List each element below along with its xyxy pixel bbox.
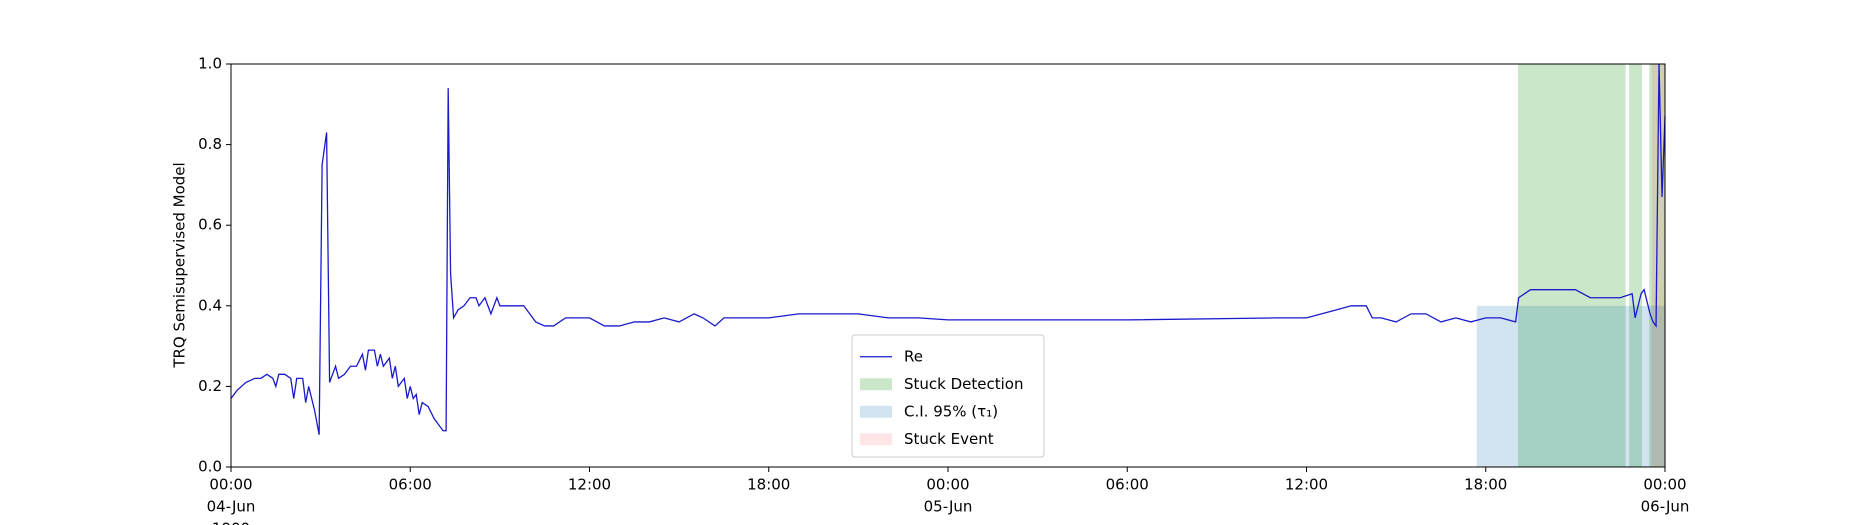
x-tick-label: 00:00 <box>1643 476 1686 494</box>
y-tick-label: 0.8 <box>198 135 222 153</box>
x-date-label: 05-Jun <box>924 498 973 516</box>
x-tick-label: 06:00 <box>389 476 432 494</box>
y-tick-label: 0.2 <box>198 377 222 395</box>
legend-label: Stuck Event <box>904 430 994 448</box>
x-date-label: 04-Jun <box>207 498 256 516</box>
x-tick-label: 00:00 <box>926 476 969 494</box>
y-tick-label: 0.4 <box>198 296 222 314</box>
x-tick-label: 18:00 <box>1464 476 1507 494</box>
y-tick-label: 1.0 <box>198 55 222 73</box>
legend-swatch <box>860 433 892 446</box>
x-tick-label: 12:00 <box>568 476 611 494</box>
x-tick-label: 00:00 <box>209 476 252 494</box>
legend-label: Re <box>904 347 923 365</box>
data-line <box>230 63 1666 435</box>
y-axis-label: TRQ Semisupervised Model <box>171 162 189 368</box>
span <box>1476 305 1665 467</box>
legend-swatch <box>860 405 892 418</box>
legend-label: Stuck Detection <box>904 375 1023 393</box>
legend: Re Stuck Detection C.I. 95% (τ₁) Stuck Even… <box>851 334 1045 458</box>
span <box>1518 64 1626 467</box>
y-tick-label: 0.0 <box>198 458 222 476</box>
x-tick-label: 06:00 <box>1106 476 1149 494</box>
span <box>1629 64 1642 467</box>
x-date-label: 06-Jun <box>1641 498 1690 516</box>
x-tick-label: 18:00 <box>747 476 790 494</box>
legend-label: C.I. 95% (τ₁) <box>904 402 998 420</box>
x-year-label: 1900 <box>212 520 250 525</box>
x-tick-label: 12:00 <box>1285 476 1328 494</box>
legend-swatch <box>860 378 892 391</box>
y-tick-label: 0.6 <box>198 216 222 234</box>
legend-frame <box>851 334 1045 458</box>
